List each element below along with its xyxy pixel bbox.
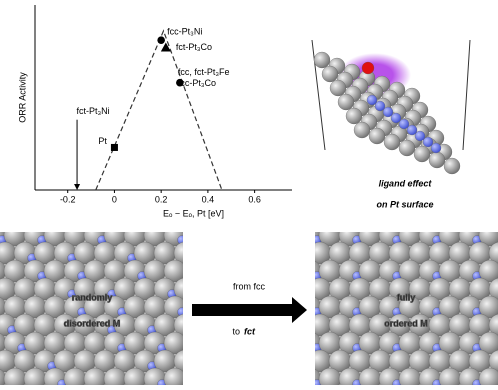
atom: [428, 151, 446, 169]
atom: [318, 367, 342, 385]
point-label: fcc-Pt₃Ni: [167, 27, 202, 37]
atom: [163, 331, 183, 355]
y-axis-label: ORR Activity: [17, 72, 27, 123]
disordered-illustration: [0, 232, 197, 385]
atom: [418, 367, 442, 385]
atom: [366, 94, 378, 106]
panel-label: disordered M: [64, 318, 121, 328]
x-tick-label: 0.4: [202, 194, 215, 204]
x-tick-label: 0: [112, 194, 117, 204]
atom: [383, 133, 401, 151]
atom: [406, 124, 418, 136]
atom: [478, 259, 498, 283]
plot: -0.2 0 0.2 0.4 0.6 Eₒ − Eₒ, Pt [eV] ORR Activi…: [17, 5, 292, 218]
atom: [63, 367, 87, 385]
atom: [361, 61, 375, 75]
atom: [478, 232, 498, 247]
atom: [378, 367, 402, 385]
panel-label: randomly: [72, 292, 113, 302]
atom: [313, 51, 331, 69]
atom: [321, 65, 339, 83]
ordered-illustration: [315, 232, 498, 385]
atom: [173, 278, 183, 300]
atom: [163, 367, 183, 385]
atom: [83, 367, 107, 385]
atom: [23, 367, 47, 385]
atom: [358, 367, 382, 385]
atom: [43, 367, 67, 385]
panel-label: fully: [397, 292, 416, 302]
point-label: fcc, fct-Pt₃Fe: [178, 67, 230, 77]
atom: [3, 367, 27, 385]
atom: [374, 100, 386, 112]
point: [176, 78, 184, 87]
atom: [488, 242, 498, 264]
atom: [390, 112, 402, 124]
arrow-caption: to: [232, 326, 240, 336]
point: [110, 143, 118, 151]
transform-arrow: [192, 297, 307, 323]
atom: [398, 118, 410, 130]
x-tick-label: 0.6: [248, 194, 261, 204]
atom: [123, 367, 147, 385]
atom: [478, 295, 498, 319]
overlay: ligand effect on Pt surface randomly disord…: [63, 178, 433, 336]
atom: [173, 314, 183, 336]
atom: [430, 142, 442, 154]
atom: [422, 136, 434, 148]
point-label: fcc-Pt₃Co: [178, 78, 216, 88]
atom: [458, 367, 482, 385]
arrow-label: fct-Pt₃Ni: [76, 106, 109, 116]
atom: [438, 367, 462, 385]
atom: [443, 157, 461, 175]
atom: [163, 259, 183, 283]
point: [160, 42, 171, 52]
atom: [488, 314, 498, 336]
atom: [188, 362, 197, 371]
atom: [337, 93, 355, 111]
panel-label: ordered M: [384, 318, 428, 328]
atom: [478, 367, 498, 385]
volcano-line: [95, 29, 223, 191]
point-label: Pt: [98, 136, 107, 146]
x-tick-label: -0.2: [60, 194, 76, 204]
atom: [353, 121, 371, 139]
atom: [478, 331, 498, 355]
atom: [413, 145, 431, 163]
atom: [488, 278, 498, 300]
slab-illustration: [311, 39, 471, 175]
arrow-caption: fct: [244, 326, 256, 336]
atom: [315, 369, 322, 385]
point: [157, 36, 165, 44]
atom: [143, 367, 167, 385]
atom: [173, 242, 183, 264]
atom: [414, 130, 426, 142]
x-tick-label: 0.2: [155, 194, 168, 204]
atom: [382, 106, 394, 118]
atom: [103, 367, 127, 385]
atom: [338, 367, 362, 385]
atom: [173, 350, 183, 372]
atom: [368, 127, 386, 145]
x-axis-label: Eₒ − Eₒ, Pt [eV]: [163, 208, 224, 218]
caption: ligand effect: [379, 178, 433, 188]
atom: [398, 139, 416, 157]
point-label: fct-Pt₃Co: [176, 42, 212, 52]
atom: [345, 107, 363, 125]
atom: [398, 367, 422, 385]
caption: on Pt surface: [376, 199, 433, 209]
arrow-caption: from fcc: [233, 281, 266, 291]
atom: [329, 79, 347, 97]
atom: [488, 350, 498, 372]
arrow-head: [74, 184, 81, 190]
